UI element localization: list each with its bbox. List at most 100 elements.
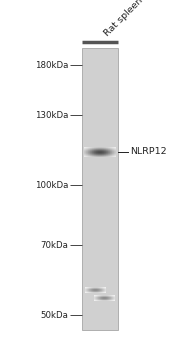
Bar [91,156,92,157]
Bar [99,156,100,157]
Bar [100,148,101,149]
Bar [114,153,115,154]
Text: Rat spleen: Rat spleen [103,0,145,38]
Bar [104,153,105,154]
Bar [88,153,89,154]
Bar [105,153,106,154]
Bar [113,154,114,155]
Bar [111,155,112,156]
Bar [94,147,95,148]
Bar [114,150,115,151]
Bar [107,156,108,157]
Bar [112,153,113,154]
Bar [103,155,104,156]
Bar [96,149,97,150]
Bar [95,147,96,148]
Bar [95,153,96,154]
Bar [84,156,85,157]
Bar [97,149,98,150]
Bar [111,152,112,153]
Bar [110,151,111,152]
Bar [84,153,85,154]
Bar [113,151,114,152]
Bar [101,150,102,151]
Bar [103,151,104,152]
Bar [111,149,112,150]
Bar [97,147,98,148]
Bar [93,155,94,156]
Bar [109,155,110,156]
Bar [90,150,91,151]
Bar [113,148,114,149]
Bar [98,148,99,149]
Bar [92,150,93,151]
Bar [84,148,85,149]
Bar [90,153,91,154]
Bar [97,155,98,156]
Bar [93,150,94,151]
Bar [101,148,102,149]
Text: 70kDa: 70kDa [40,240,68,250]
Bar [85,155,86,156]
Bar [108,151,109,152]
Bar [111,147,112,148]
Bar [96,152,97,153]
Bar [111,156,112,157]
Bar [95,151,96,152]
Bar [93,152,94,153]
Bar [108,152,109,153]
Bar [92,152,93,153]
Bar [96,147,97,148]
Bar [100,152,101,153]
Bar [111,150,112,151]
Bar [90,155,91,156]
Bar [84,155,85,156]
Bar [109,152,110,153]
Bar [107,148,108,149]
Bar [104,152,105,153]
Bar [96,148,97,149]
Bar [98,153,99,154]
Bar [95,149,96,150]
Bar [110,149,111,150]
Bar [115,147,116,148]
Bar [108,149,109,150]
Bar [85,153,86,154]
Bar [104,154,105,155]
Bar [102,152,103,153]
Bar [106,148,107,149]
Bar [97,152,98,153]
Bar [94,148,95,149]
Bar [101,155,102,156]
Bar [87,150,88,151]
Bar [112,148,113,149]
Bar [114,147,115,148]
Bar [95,154,96,155]
Bar [108,148,109,149]
Bar [92,156,93,157]
Bar [112,149,113,150]
Bar [84,147,85,148]
Bar [93,154,94,155]
Bar [90,149,91,150]
Bar [102,151,103,152]
Bar [115,152,116,153]
Bar [113,147,114,148]
Bar [101,149,102,150]
Bar [91,147,92,148]
Bar [98,152,99,153]
Bar [94,156,95,157]
Bar [108,147,109,148]
Bar [110,155,111,156]
Bar [107,147,108,148]
Bar [85,149,86,150]
Bar [87,156,88,157]
Bar [110,148,111,149]
Bar [92,153,93,154]
Bar [114,149,115,150]
Bar [99,154,100,155]
Bar [87,155,88,156]
Bar [98,147,99,148]
Bar [105,152,106,153]
Bar [109,154,110,155]
